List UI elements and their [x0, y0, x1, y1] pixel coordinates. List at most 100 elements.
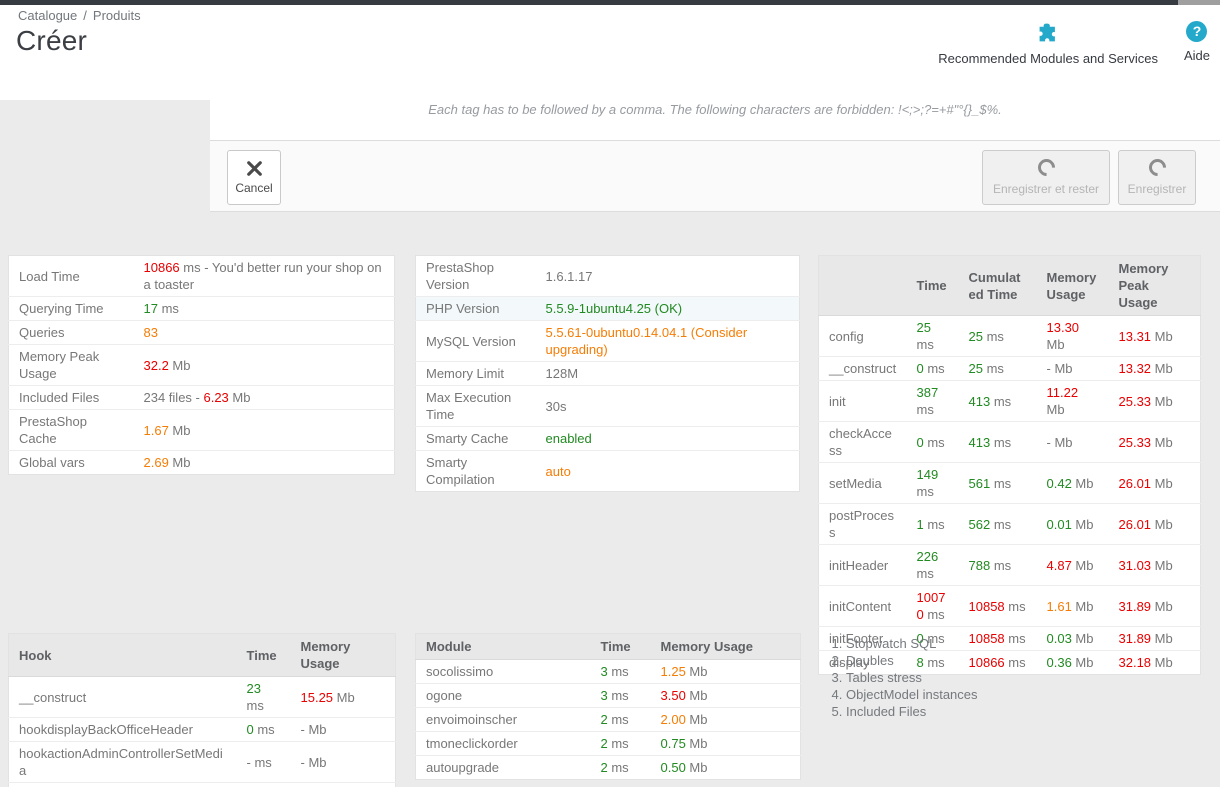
cell: 13.30 Mb	[1037, 316, 1109, 357]
header-actions: Recommended Modules and Services ? Aide	[938, 21, 1210, 66]
cancel-button[interactable]: Cancel	[227, 150, 281, 205]
value-segment: 25	[968, 328, 983, 344]
cancel-label: Cancel	[235, 181, 273, 195]
row-name: initFooter	[818, 626, 907, 651]
value-segment: 2.00	[660, 712, 686, 727]
debug-checklist: Stopwatch SQLDoublesTables stressObjectM…	[822, 631, 1192, 720]
value-segment: Mb	[1151, 655, 1173, 670]
value-segment: ms	[982, 361, 1004, 376]
environment-table: PrestaShop Version 1.6.1.17 PHP Version 5.5…	[415, 255, 800, 492]
table-row: PrestaShop Version 1.6.1.17	[416, 256, 800, 297]
value-segment: Mb	[168, 422, 191, 438]
cell: - ms	[236, 741, 291, 783]
cell: 10858 ms	[958, 585, 1037, 627]
value-segment: Mb	[1071, 557, 1094, 573]
value-segment: 5.5.61-0ubuntu0.14.04.1 (Consider upgrad…	[545, 325, 748, 357]
scrollbar-thumb[interactable]	[1178, 0, 1220, 5]
cell: 3.50 Mb	[650, 683, 801, 708]
row-name: config	[829, 328, 864, 344]
recommended-modules-button[interactable]: Recommended Modules and Services	[938, 21, 1158, 66]
value-segment: 0.50	[660, 760, 686, 775]
value-segment: auto	[545, 463, 571, 479]
table-row: hookdisplayBackOfficeHeader 0 ms - Mb	[8, 717, 396, 742]
value-segment: ms	[923, 361, 945, 376]
value-segment: 15.25	[300, 689, 334, 705]
table-row: initContent 10070 ms 10858 ms 1.61 Mb 31.89 …	[818, 585, 1201, 627]
column-header	[818, 255, 907, 316]
breadcrumb-item-produits[interactable]: Produits	[92, 8, 141, 23]
hooks-table: Hook Time Memory Usage __construct 23 ms 15.2…	[8, 633, 396, 787]
value-segment: ms - You'd better run your shop on a toa…	[143, 260, 382, 292]
cell: 10070 ms	[906, 585, 959, 627]
value-segment: ms	[916, 402, 934, 417]
cell: - Mb	[1036, 421, 1109, 463]
row-name: autoupgrade	[415, 755, 591, 780]
table-row: config 25 ms 25 ms 13.30 Mb 13.31 Mb	[819, 316, 1201, 357]
column-header: Time	[906, 255, 959, 316]
value-segment: 1.67	[143, 422, 169, 438]
value-segment: 0	[916, 361, 924, 376]
help-button[interactable]: ? Aide	[1184, 21, 1210, 63]
row-value: 10866 ms - You'd better run your shop on…	[134, 256, 395, 297]
value-segment: 413	[968, 393, 991, 409]
cell: 4.87 Mb	[1036, 544, 1109, 586]
value-segment: Mb	[685, 712, 708, 727]
cell: 788 ms	[958, 544, 1037, 586]
value-segment: ms	[990, 557, 1012, 573]
header-row: Module Time Memory Usage	[415, 633, 801, 660]
row-label: Memory Limit	[415, 361, 536, 386]
table-row: initFooter 0 ms 10858 ms 0.03 Mb 31.89 Mb	[818, 626, 1201, 651]
value-segment: - Mb	[1046, 434, 1073, 450]
value-segment: 25	[916, 320, 931, 335]
value-segment: Mb	[1071, 516, 1094, 532]
save-button[interactable]: Enregistrer	[1118, 150, 1196, 205]
value-segment: 0	[916, 434, 924, 450]
row-name: display	[818, 650, 907, 675]
value-segment: 26.01	[1118, 516, 1152, 532]
value-segment: 10858	[968, 631, 1005, 646]
value-segment: Mb	[1151, 434, 1173, 450]
row-label: Global vars	[8, 450, 134, 475]
value-segment: 6.23	[203, 390, 229, 405]
cell: 413 ms	[958, 380, 1037, 422]
cell: 0 ms	[906, 626, 959, 651]
cell: 413 ms	[958, 421, 1037, 463]
cell: - Mb	[290, 741, 396, 783]
cell: 2 ms	[590, 755, 651, 780]
list-item[interactable]: Tables stress	[846, 669, 1192, 686]
value-segment: 10866	[143, 260, 180, 275]
cell: 8 ms	[906, 650, 959, 675]
value-segment: Mb	[685, 688, 708, 703]
cell: 2 ms	[590, 731, 651, 756]
value-segment: Mb	[685, 664, 708, 679]
cell: 1.61 Mb	[1036, 585, 1109, 627]
value-segment: 0.03	[1046, 631, 1072, 646]
row-value: enabled	[535, 426, 800, 451]
cell: 2 ms	[590, 707, 651, 732]
cell: 25 ms	[958, 356, 1037, 381]
column-header: Memory Peak Usage	[1108, 255, 1201, 316]
header-row: Hook Time Memory Usage	[8, 633, 396, 677]
row-label: Max Execution Time	[415, 385, 536, 427]
table-row: MySQL Version 5.5.61-0ubuntu0.14.04.1 (Co…	[415, 320, 800, 362]
value-segment: Mb	[333, 689, 355, 705]
table-row: Querying Time 17 ms	[8, 296, 395, 321]
value-segment: 387	[916, 385, 939, 400]
table-row: Included Files 234 files - 6.23 Mb	[8, 385, 395, 410]
cell: 31.03 Mb	[1108, 544, 1201, 586]
list-item[interactable]: Included Files	[846, 703, 1192, 720]
form-footer-toolbar: Cancel Enregistrer et rester Enregistrer	[210, 140, 1220, 212]
table-row: Queries 83	[8, 320, 395, 345]
list-item[interactable]: ObjectModel instances	[846, 686, 1192, 703]
column-header: Memory Usage	[650, 633, 801, 660]
save-and-stay-button[interactable]: Enregistrer et rester	[982, 150, 1110, 205]
question-icon: ?	[1186, 21, 1208, 42]
table-row: display 8 ms 10866 ms 0.36 Mb 32.18 Mb	[818, 650, 1201, 675]
puzzle-icon	[1039, 23, 1056, 42]
row-name: hookbackofficeheader	[8, 782, 237, 787]
value-segment: 1.61	[1046, 598, 1072, 614]
list-item[interactable]: Doubles	[846, 652, 1192, 669]
list-item[interactable]: Stopwatch SQL	[846, 635, 1192, 652]
value-segment: 31.89	[1118, 598, 1152, 614]
breadcrumb-item-catalogue[interactable]: Catalogue	[18, 8, 78, 23]
